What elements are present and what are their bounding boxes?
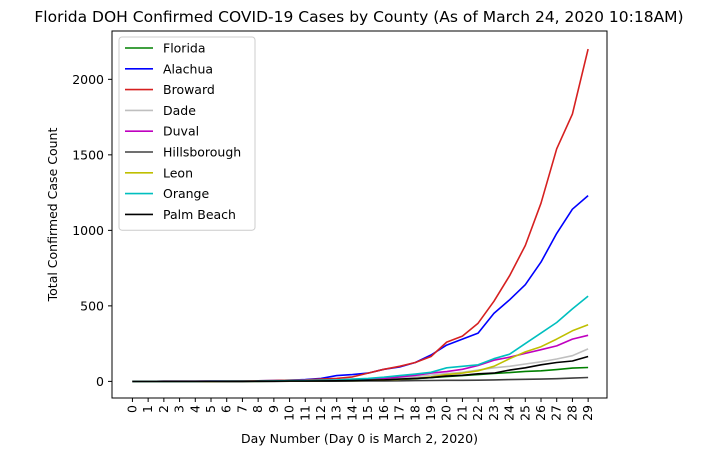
y-tick-label: 500 [80, 298, 104, 313]
x-tick-label: 15 [360, 405, 375, 421]
x-tick-label: 23 [486, 405, 501, 421]
y-tick-label: 1500 [72, 147, 104, 162]
x-tick-label: 18 [407, 405, 422, 421]
x-tick-label: 0 [124, 405, 139, 413]
x-tick-label: 24 [502, 405, 517, 421]
x-tick-label: 16 [376, 405, 391, 421]
legend-label: Leon [163, 165, 193, 180]
y-tick-label: 0 [96, 374, 104, 389]
x-tick-label: 27 [549, 405, 564, 421]
x-tick-label: 1 [140, 405, 155, 413]
legend: Florida Alachua Broward Dade Duval Hillsborou… [119, 37, 255, 230]
x-tick-label: 7 [234, 405, 249, 413]
x-tick-label: 11 [297, 405, 312, 421]
x-tick-label: 8 [250, 405, 265, 413]
x-tick-label: 21 [454, 405, 469, 421]
x-tick-label: 19 [423, 405, 438, 421]
legend-label: Orange [163, 186, 209, 201]
x-tick-label: 12 [313, 405, 328, 421]
x-tick-label: 26 [533, 405, 548, 421]
legend-label: Palm Beach [163, 207, 236, 222]
x-axis: 0 1 2 3 4 5 6 7 8 9 10 11 12 13 14 15 16 17 18 19 20 21 22 23 24… [124, 398, 595, 421]
x-tick-label: 20 [439, 405, 454, 421]
legend-label: Alachua [163, 61, 213, 76]
legend-label: Broward [163, 82, 215, 97]
chart-title: Florida DOH Confirmed COVID-19 Cases by … [34, 8, 683, 26]
x-tick-label: 14 [344, 405, 359, 421]
series-line-palm-beach [132, 357, 588, 382]
x-tick-label: 2 [156, 405, 171, 413]
y-axis-label: Total Confirmed Case Count [45, 128, 60, 303]
x-tick-label: 29 [580, 405, 595, 421]
y-tick-label: 1000 [72, 223, 104, 238]
x-tick-label: 25 [517, 405, 532, 421]
x-tick-label: 13 [329, 405, 344, 421]
y-axis: 0 500 1000 1500 2000 [72, 72, 112, 389]
x-tick-label: 5 [203, 405, 218, 413]
legend-label: Duval [163, 124, 199, 139]
x-tick-label: 10 [282, 405, 297, 421]
legend-label: Dade [163, 103, 196, 118]
y-tick-label: 2000 [72, 72, 104, 87]
x-tick-label: 28 [564, 405, 579, 421]
x-tick-label: 6 [219, 405, 234, 413]
x-tick-label: 17 [392, 405, 407, 421]
series-line-leon [132, 325, 588, 382]
x-tick-label: 3 [172, 405, 187, 413]
x-tick-label: 4 [187, 405, 202, 413]
x-tick-label: 9 [266, 405, 281, 413]
legend-label: Hillsborough [163, 145, 241, 160]
legend-label: Florida [163, 41, 206, 56]
x-axis-label: Day Number (Day 0 is March 2, 2020) [241, 431, 478, 446]
x-tick-label: 22 [470, 405, 485, 421]
